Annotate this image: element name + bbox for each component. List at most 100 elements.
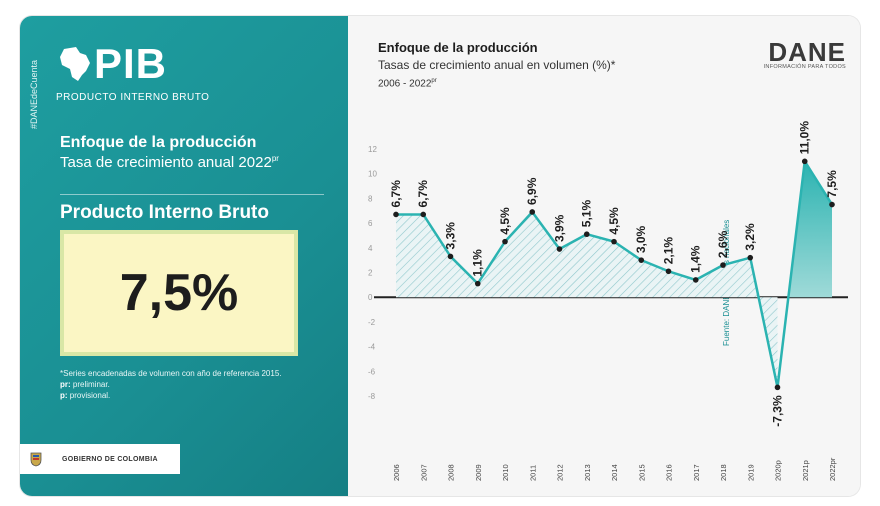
data-point [774,384,781,391]
area-hatched [396,211,778,388]
data-label: 4,5% [498,207,512,235]
footnote-pr-key: pr: [60,380,71,389]
data-label: 6,7% [416,180,430,208]
footnotes: *Series encadenadas de volumen con año d… [60,368,282,401]
data-point [529,209,536,215]
y-tick-label: -4 [368,343,376,352]
logo-title: PIB [94,40,168,87]
x-tick-label: 2012 [556,464,565,481]
data-point [829,201,835,208]
data-label: 3,0% [634,225,648,253]
data-label: 3,3% [444,222,458,250]
data-label: 1,1% [471,249,485,277]
left-panel: #DANEdeCuenta PIB PRODUCTO INTERNO BRUTO… [20,16,348,496]
data-label: 11,0% [798,121,812,155]
x-tick-label: 2010 [501,464,510,481]
headline-value: 7,5% [119,264,239,322]
y-tick-label: 6 [368,219,373,228]
chart-years: 2006 - 2022pr [378,78,437,89]
x-tick-label: 2019 [746,464,755,481]
x-tick-label: 2018 [719,464,728,481]
x-tick-label: 2016 [665,464,674,481]
footnote-p: p: provisional. [60,390,282,401]
data-point [420,211,427,218]
left-heading: Enfoque de la producción [60,134,257,151]
x-tick-label: 2017 [692,464,701,481]
data-label: 2,1% [662,237,676,265]
x-tick-label: 2008 [447,464,456,481]
data-point [393,211,399,218]
y-tick-label: 12 [368,145,377,154]
chart-years-text: 2006 - 2022 [378,78,432,90]
value-box: 7,5% [60,230,298,356]
y-tick-label: 4 [368,244,373,253]
left-subheading-sup: pr [271,154,279,163]
data-point [447,253,454,260]
y-tick-label: 10 [368,170,377,179]
y-tick-label: -8 [368,392,376,401]
government-label: GOBIERNO DE COLOMBIA [62,455,158,463]
data-point [474,280,481,287]
data-point [747,254,754,261]
data-label: 3,2% [743,223,757,251]
x-tick-label: 2007 [419,464,428,481]
data-point [556,246,563,252]
area-solid [788,161,832,298]
dane-logo: DANE INFORMACIÓN PARA TODOS [763,37,846,70]
data-label: 1,4% [689,245,703,273]
indicator-name: Producto Interno Bruto [60,202,269,223]
y-tick-label: -6 [368,367,376,376]
x-tick-label: 2009 [474,464,483,481]
footnote-pr-text: preliminar. [72,380,110,389]
left-subheading: Tasa de crecimiento anual 2022pr [60,154,279,171]
y-tick-label: 8 [368,194,373,203]
data-point [583,231,590,238]
hashtag-text: #DANEdeCuenta [29,59,39,129]
y-tick-label: -2 [368,318,376,327]
data-label: 3,9% [553,214,567,242]
data-point [801,158,808,165]
pib-logo: PIB [56,40,168,87]
x-tick-label: 2015 [637,464,646,481]
data-label: 5,1% [580,200,594,228]
footnote-p-text: provisional. [69,391,111,400]
data-label: 6,9% [525,177,539,205]
government-badge: GOBIERNO DE COLOMBIA [20,444,180,474]
growth-chart: 12 10 8 6 4 2 0 -2 -4 -6 -8 6,7% 6,7% 3,3% 1,1% 4,5% 6,… [368,121,848,481]
x-tick-label: 2014 [610,464,619,481]
dane-tagline: INFORMACIÓN PARA TODOS [763,64,846,70]
footnote-pr: pr: preliminar. [60,379,282,390]
coat-of-arms-icon [30,452,42,467]
data-label: 2,6% [716,230,730,258]
left-subheading-text: Tasa de crecimiento anual 2022 [60,154,272,171]
chart-years-sup: pr [431,78,437,84]
y-tick-label: 2 [368,269,373,278]
divider [60,194,324,195]
y-tick-label: 0 [368,293,373,302]
footnote-series: *Series encadenadas de volumen con año d… [60,369,282,378]
x-tick-label: 2022pr [828,457,837,481]
data-point [502,238,508,245]
logo-subtitle: PRODUCTO INTERNO BRUTO [56,92,210,103]
data-label: 7,5% [825,170,839,198]
x-tick-label: 2013 [583,464,592,481]
chart-subtitle: Tasas de crecimiento anual en volumen (%… [378,58,616,72]
colombia-map-icon [60,47,90,81]
x-tick-label: 2021p [801,460,810,481]
data-point [665,268,672,275]
infographic-card: #DANEdeCuenta PIB PRODUCTO INTERNO BRUTO… [20,16,860,496]
x-tick-label: 2020p [774,460,783,481]
data-label: -7,3% [771,395,785,427]
data-point [638,257,645,263]
dane-brand: DANE [768,37,846,67]
data-label: 6,7% [389,180,403,208]
x-tick-label: 2006 [392,464,401,481]
chart-title: Enfoque de la producción [378,40,538,55]
footnote-p-key: p: [60,391,68,400]
data-label: 4,5% [607,207,621,235]
data-point [692,277,699,283]
data-point [720,262,726,268]
data-point [611,238,617,245]
right-panel: Enfoque de la producción Tasas de crecim… [348,16,860,496]
x-tick-label: 2011 [528,465,537,481]
